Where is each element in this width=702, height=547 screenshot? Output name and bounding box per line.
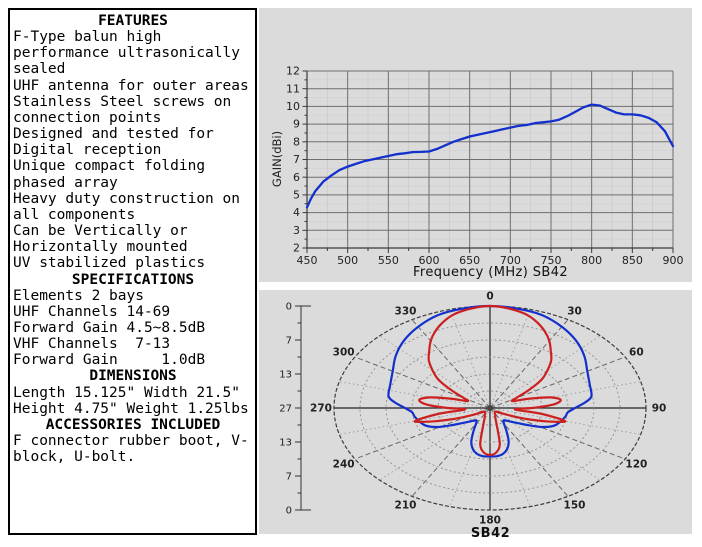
spec-line: F connector rubber boot, V- — [13, 433, 249, 450]
x-tick-label: 850 — [622, 254, 643, 267]
x-tick-label: 800 — [581, 254, 602, 267]
gain-frequency-chart: 450 500 550 600 650 700 750 800 850 900 2 3 4 5 6 7 8 9 10… — [286, 65, 684, 267]
blue-pattern-curve — [387, 304, 593, 458]
x-tick-label: 900 — [663, 254, 684, 267]
angle-labels: 0 30 60 90 120 150 180 210 240 270 300 330 — [310, 291, 666, 527]
spec-line: UHF antenna for outer areas — [13, 77, 249, 94]
angle-label: 240 — [333, 459, 355, 471]
spec-line: Forward Gain 1.0dB — [13, 352, 206, 369]
spec-line: phased array — [13, 174, 118, 191]
section-heading: DIMENSIONS — [89, 368, 177, 385]
angle-label: 90 — [652, 403, 667, 415]
spec-line: Length 15.125" Width 21.5" — [13, 384, 240, 401]
spec-line: all components — [13, 206, 136, 223]
y-tick-label: 6 — [293, 171, 300, 184]
polar-chart-title: SB42 — [470, 526, 511, 541]
angle-label: 270 — [310, 403, 332, 415]
spec-line: UV stabilized plastics — [13, 255, 206, 272]
y-tick-label: 2 — [293, 242, 300, 255]
x-tick-label: 750 — [541, 254, 562, 267]
polar-grid — [333, 305, 647, 511]
y-tick-label: 3 — [293, 224, 300, 237]
angle-label: 180 — [479, 515, 501, 527]
spec-line: F-Type balun high — [13, 29, 162, 46]
x-tick-label: 650 — [459, 254, 480, 267]
spec-line: UHF Channels 14-69 — [13, 303, 171, 320]
gain-chart-x-axis-title: Frequency (MHz) SB42 — [412, 265, 569, 280]
spec-line: Unique compact folding — [13, 158, 206, 175]
angle-label: 300 — [333, 347, 355, 359]
db-scale-label: 0 — [286, 302, 292, 313]
angle-label: 60 — [629, 347, 644, 359]
db-scale-label: 0 — [286, 506, 292, 517]
product-info-panel: FEATURES F-Type balun high performance ult… — [8, 8, 257, 535]
spec-line: sealed — [13, 61, 66, 78]
x-tick-label: 450 — [297, 254, 318, 267]
spec-line: Elements 2 bays — [13, 287, 144, 304]
spec-line: performance ultrasonically — [13, 45, 240, 62]
angle-label: 330 — [395, 306, 417, 318]
y-tick-label: 12 — [286, 65, 300, 78]
y-tick-label: 7 — [293, 153, 300, 166]
spec-line: connection points — [13, 109, 162, 126]
grid — [306, 70, 674, 249]
y-tick-label: 4 — [293, 206, 300, 219]
polar-radiation-pattern-chart: 0 7 13 27 13 7 0 0 30 60 90 120 150 180 210 240 270 300 33… — [279, 291, 666, 527]
spec-line: VHF Channels 7-13 — [13, 336, 171, 353]
angle-label: 210 — [395, 499, 417, 511]
gain-chart-y-axis-title: GAIN(dBi) — [270, 130, 284, 188]
red-pattern-curve — [413, 304, 567, 456]
db-scale-label: 7 — [286, 472, 292, 483]
spec-line: Can be Vertically or — [13, 223, 188, 240]
tick-labels: 450 500 550 600 650 700 750 800 850 900 2 3 4 5 6 7 8 9 10… — [286, 65, 684, 267]
y-tick-label: 8 — [293, 135, 300, 148]
angle-label: 0 — [486, 291, 493, 303]
x-tick-label: 600 — [419, 254, 440, 267]
db-scale: 0 7 13 27 13 7 0 — [279, 302, 311, 517]
spec-line: Horizontally mounted — [13, 239, 188, 256]
gain-chart-panel: 450 500 550 600 650 700 750 800 850 900 2 3 4 5 6 7 8 9 10… — [259, 8, 692, 282]
y-tick-label: 9 — [293, 118, 300, 131]
section-heading: FEATURES — [98, 13, 168, 29]
angle-label: 150 — [564, 499, 586, 511]
x-tick-label: 700 — [500, 254, 521, 267]
y-tick-label: 5 — [293, 189, 300, 202]
db-scale-label: 7 — [286, 336, 292, 347]
spec-line: Heavy duty construction on — [13, 190, 240, 207]
x-tick-label: 550 — [378, 254, 399, 267]
spec-line: Designed and tested for — [13, 126, 214, 143]
x-tick-label: 500 — [337, 254, 358, 267]
db-scale-label: 13 — [279, 438, 292, 449]
section-heading: SPECIFICATIONS — [71, 271, 195, 288]
polar-pattern-panel: 0 7 13 27 13 7 0 0 30 60 90 120 150 180 210 240 270 300 33… — [259, 290, 692, 541]
gain-curve — [305, 103, 675, 209]
angle-label: 30 — [567, 306, 582, 318]
spec-line: Forward Gain 4.5~8.5dB — [13, 319, 206, 336]
spec-line: Digital reception — [13, 142, 162, 159]
db-scale-label: 27 — [279, 404, 292, 415]
spec-line: block, U-bolt. — [13, 449, 136, 466]
y-tick-label: 10 — [286, 100, 300, 113]
center-dot — [487, 405, 493, 411]
spec-line: Stainless Steel screws on — [13, 93, 232, 110]
y-tick-label: 11 — [286, 82, 300, 95]
db-scale-label: 13 — [279, 370, 292, 381]
angle-label: 120 — [625, 459, 647, 471]
spec-line: Height 4.75" Weight 1.25lbs — [13, 400, 249, 417]
section-heading: ACCESSORIES INCLUDED — [45, 416, 221, 433]
